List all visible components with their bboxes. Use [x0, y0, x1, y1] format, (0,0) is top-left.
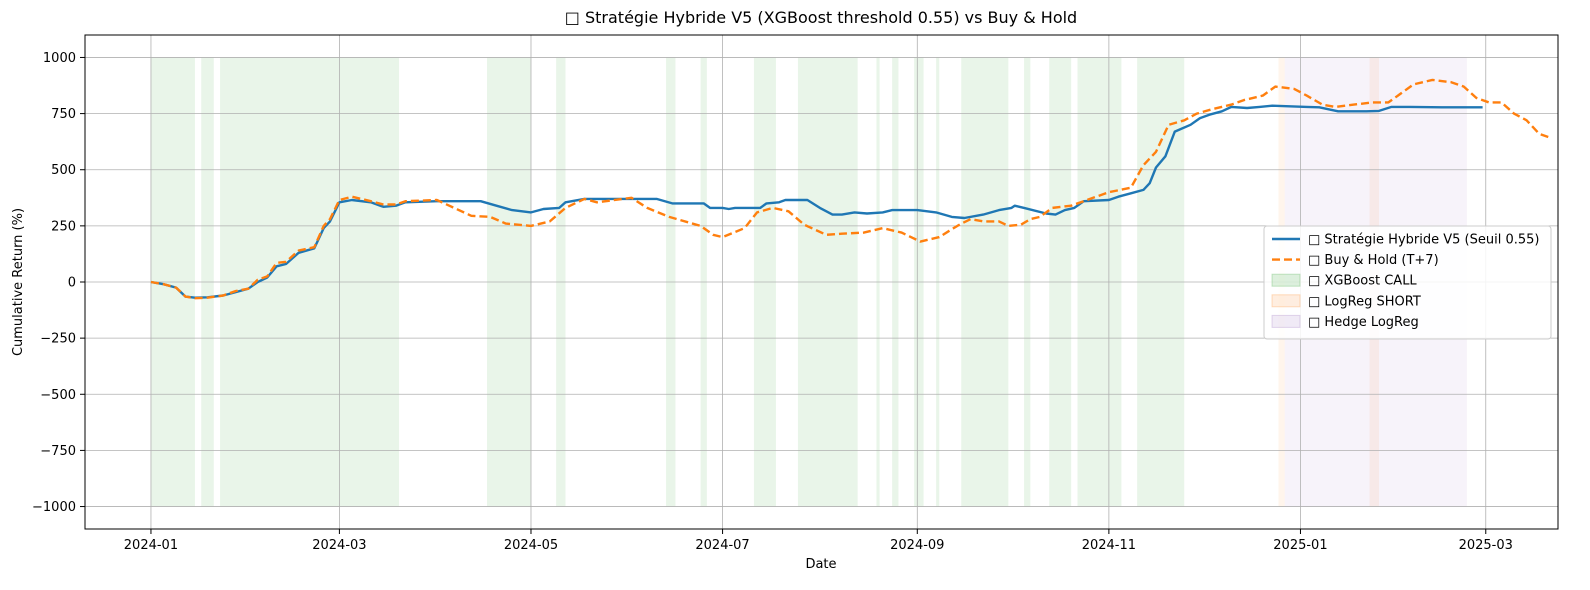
- y-tick-label: 500: [51, 163, 76, 178]
- y-tick-label: −1000: [32, 500, 76, 515]
- y-axis-label: Cumulative Return (%): [11, 208, 26, 356]
- legend-label-series-0: □ Stratégie Hybride V5 (Seuil 0.55): [1308, 233, 1539, 248]
- x-tick-label: 2024-07: [695, 538, 749, 553]
- legend-label-region-0: □ XGBoost CALL: [1308, 274, 1417, 289]
- x-tick-label: 2024-01: [124, 538, 178, 553]
- series-line-0: [150, 104, 1483, 299]
- y-tick-label: 0: [68, 276, 76, 291]
- legend-swatch-region-0: [1271, 273, 1301, 287]
- x-tick-label: 2024-11: [1082, 538, 1136, 553]
- x-tick-label: 2024-05: [504, 538, 558, 553]
- x-tick-label: 2024-09: [890, 538, 944, 553]
- x-tick-label: 2024-03: [312, 538, 366, 553]
- legend-swatch-region-1: [1271, 294, 1301, 308]
- series-lines: [150, 78, 1553, 300]
- legend-label-series-1: □ Buy & Hold (T+7): [1308, 253, 1439, 268]
- legend-label-region-2: □ Hedge LogReg: [1308, 315, 1419, 330]
- legend-label-region-1: □ LogReg SHORT: [1308, 294, 1421, 309]
- series-line-1: [150, 78, 1553, 300]
- y-tick-label: −750: [40, 444, 76, 459]
- chart-title: □ Stratégie Hybride V5 (XGBoost threshol…: [565, 8, 1077, 27]
- legend-swatch-region-2: [1271, 314, 1301, 328]
- y-tick-label: 1000: [43, 51, 76, 66]
- x-tick-label: 2025-03: [1459, 538, 1513, 553]
- grid-lines: [85, 35, 1558, 529]
- y-axis-ticks: −1000 −750 −500 −250 0 250 500 750 1000: [32, 51, 85, 515]
- x-tick-label: 2025-01: [1273, 538, 1327, 553]
- y-tick-label: −250: [40, 332, 76, 347]
- legend: □ Stratégie Hybride V5 (Seuil 0.55) □ Buy…: [1263, 225, 1552, 340]
- x-axis-ticks: 2024-01 2024-03 2024-05 2024-07 2024-09 2024-…: [124, 529, 1513, 553]
- y-tick-label: 250: [51, 219, 76, 234]
- y-tick-label: 750: [51, 107, 76, 122]
- x-axis-label: Date: [805, 557, 836, 572]
- y-tick-label: −500: [40, 388, 76, 403]
- legend-box: [1263, 225, 1552, 340]
